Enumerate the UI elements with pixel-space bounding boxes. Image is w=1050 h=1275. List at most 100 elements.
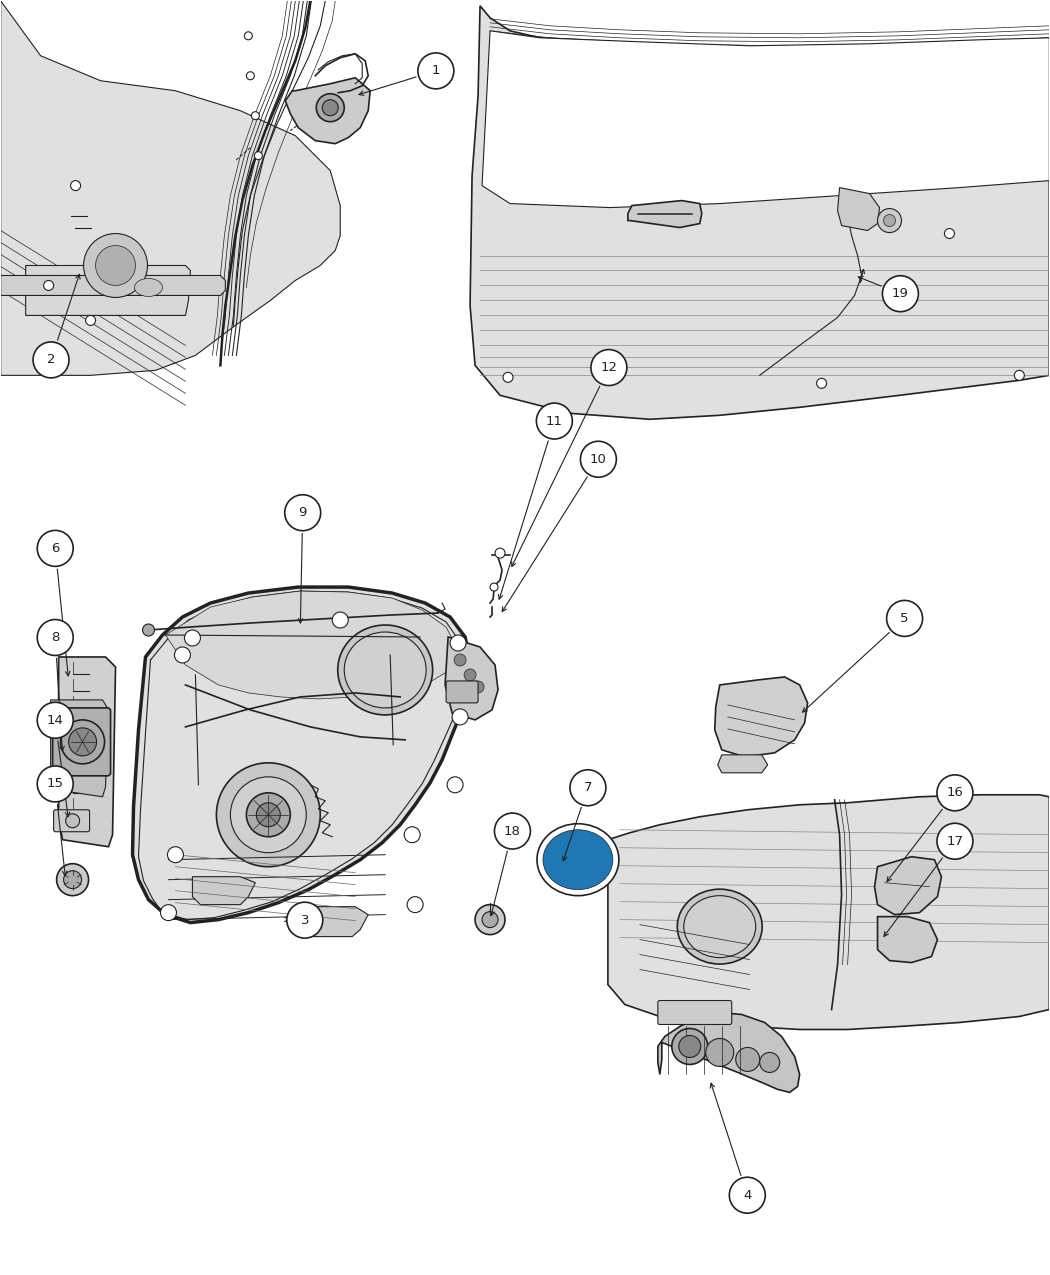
Circle shape: [937, 775, 973, 811]
Circle shape: [245, 32, 252, 40]
Circle shape: [285, 495, 320, 530]
Circle shape: [472, 681, 484, 692]
FancyBboxPatch shape: [657, 1001, 732, 1025]
Circle shape: [475, 905, 505, 935]
Polygon shape: [878, 917, 938, 963]
FancyBboxPatch shape: [54, 810, 89, 831]
Circle shape: [161, 905, 176, 921]
Circle shape: [886, 601, 923, 636]
Circle shape: [86, 315, 96, 325]
Circle shape: [64, 871, 82, 889]
Polygon shape: [1, 275, 226, 296]
Text: 19: 19: [891, 287, 909, 300]
Polygon shape: [132, 586, 470, 923]
Text: 14: 14: [47, 714, 64, 727]
Circle shape: [174, 646, 190, 663]
Polygon shape: [1, 1, 340, 375]
Circle shape: [254, 152, 262, 159]
Text: 4: 4: [743, 1188, 752, 1202]
Circle shape: [736, 1048, 760, 1071]
Text: 2: 2: [47, 353, 56, 366]
Circle shape: [570, 770, 606, 806]
Circle shape: [33, 342, 69, 377]
Circle shape: [730, 1177, 765, 1214]
Polygon shape: [838, 187, 880, 231]
Circle shape: [882, 275, 919, 311]
Circle shape: [37, 766, 74, 802]
Circle shape: [937, 824, 973, 859]
Circle shape: [256, 803, 280, 826]
Circle shape: [407, 896, 423, 913]
Circle shape: [760, 1052, 780, 1072]
Ellipse shape: [344, 632, 426, 708]
Polygon shape: [302, 907, 369, 937]
Circle shape: [247, 71, 254, 80]
Circle shape: [817, 379, 826, 389]
Polygon shape: [715, 677, 807, 757]
Ellipse shape: [134, 278, 163, 297]
Circle shape: [247, 793, 290, 836]
Circle shape: [84, 233, 147, 297]
Text: 15: 15: [46, 778, 64, 790]
Ellipse shape: [684, 895, 756, 958]
Ellipse shape: [543, 830, 613, 890]
Text: 6: 6: [51, 542, 60, 555]
Ellipse shape: [537, 824, 618, 895]
Circle shape: [65, 813, 80, 827]
Circle shape: [37, 620, 74, 655]
Text: 7: 7: [584, 782, 592, 794]
Circle shape: [878, 209, 902, 232]
Text: 18: 18: [504, 825, 521, 838]
Circle shape: [453, 709, 468, 725]
Polygon shape: [875, 857, 942, 914]
Text: 8: 8: [51, 631, 60, 644]
Circle shape: [96, 246, 135, 286]
Circle shape: [185, 630, 201, 646]
Circle shape: [495, 813, 530, 849]
Circle shape: [70, 181, 81, 190]
Polygon shape: [445, 638, 498, 720]
Ellipse shape: [677, 889, 762, 964]
Circle shape: [61, 720, 105, 764]
Circle shape: [287, 903, 322, 938]
Circle shape: [143, 623, 154, 636]
Text: 11: 11: [546, 414, 563, 427]
Text: 17: 17: [946, 835, 964, 848]
Text: 16: 16: [946, 787, 963, 799]
Text: 9: 9: [298, 506, 307, 519]
Circle shape: [450, 635, 466, 652]
Circle shape: [316, 94, 344, 121]
Polygon shape: [470, 6, 1049, 419]
Circle shape: [447, 776, 463, 793]
Circle shape: [581, 441, 616, 477]
Polygon shape: [166, 592, 458, 699]
Circle shape: [57, 863, 88, 895]
Circle shape: [490, 583, 498, 592]
Circle shape: [482, 912, 498, 928]
Polygon shape: [608, 794, 1049, 1029]
Circle shape: [167, 847, 184, 863]
Polygon shape: [657, 1012, 800, 1093]
Polygon shape: [286, 78, 371, 144]
Circle shape: [216, 762, 320, 867]
Circle shape: [1014, 370, 1025, 380]
Polygon shape: [718, 755, 768, 773]
Circle shape: [454, 654, 466, 666]
Circle shape: [300, 917, 316, 932]
Circle shape: [418, 52, 454, 89]
Polygon shape: [482, 31, 1049, 208]
Circle shape: [944, 228, 954, 238]
Circle shape: [322, 99, 338, 116]
Text: 3: 3: [300, 914, 309, 927]
Circle shape: [251, 112, 259, 120]
Polygon shape: [192, 877, 255, 905]
Circle shape: [230, 776, 307, 853]
Circle shape: [37, 703, 74, 738]
Polygon shape: [25, 265, 190, 315]
Circle shape: [672, 1029, 708, 1065]
Text: 10: 10: [590, 453, 607, 465]
FancyBboxPatch shape: [52, 708, 110, 775]
Text: 12: 12: [601, 361, 617, 374]
Circle shape: [537, 403, 572, 439]
Circle shape: [706, 1038, 734, 1066]
